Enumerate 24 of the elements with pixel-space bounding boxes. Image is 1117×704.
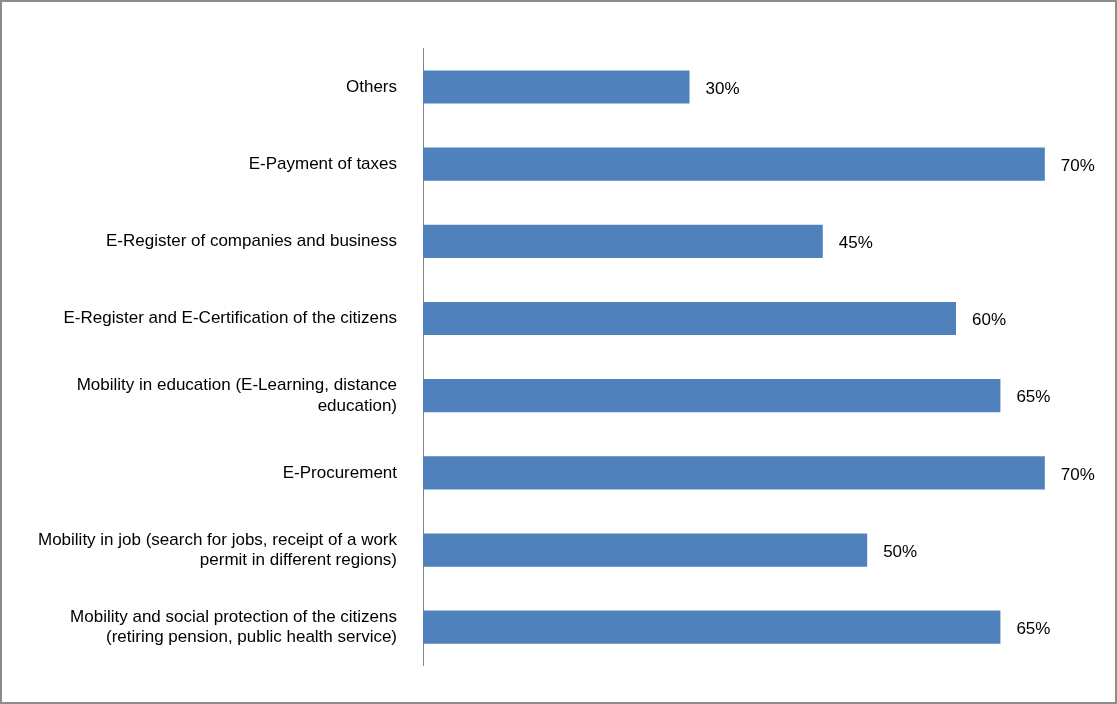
data-label: 70% [1060, 464, 1095, 484]
y-tick-label: E-Payment of taxes [248, 153, 398, 173]
y-tick-label: E-Register and E-Certification of the citizens [63, 308, 398, 328]
data-label: 45% [838, 233, 873, 253]
bar [423, 379, 1001, 413]
bar [423, 533, 868, 567]
bar [423, 301, 956, 336]
bar [423, 456, 1045, 490]
data-label: 60% [971, 310, 1007, 330]
data-label: 50% [883, 541, 918, 561]
y-tick-label: E-Register of companies and business [105, 231, 398, 251]
y-tick-label: Mobility in job (search for jobs, receipt of a work permit in different regions) [37, 529, 398, 569]
data-label: 70% [1060, 155, 1095, 175]
bar [423, 610, 1001, 644]
bar [423, 224, 823, 258]
y-tick-label: Mobility and social protection of the citizens (retiring pension, public health service) [70, 606, 398, 647]
bar [423, 70, 690, 104]
y-tick-label: Others [346, 76, 398, 96]
data-label: 65% [1016, 618, 1051, 638]
data-label: 30% [705, 78, 740, 98]
bar [423, 147, 1045, 181]
y-tick-label: E-Procurement [282, 462, 398, 482]
data-label: 65% [1016, 387, 1051, 407]
y-tick-label: Mobility in education (E-Learning, distance education) [76, 375, 398, 415]
